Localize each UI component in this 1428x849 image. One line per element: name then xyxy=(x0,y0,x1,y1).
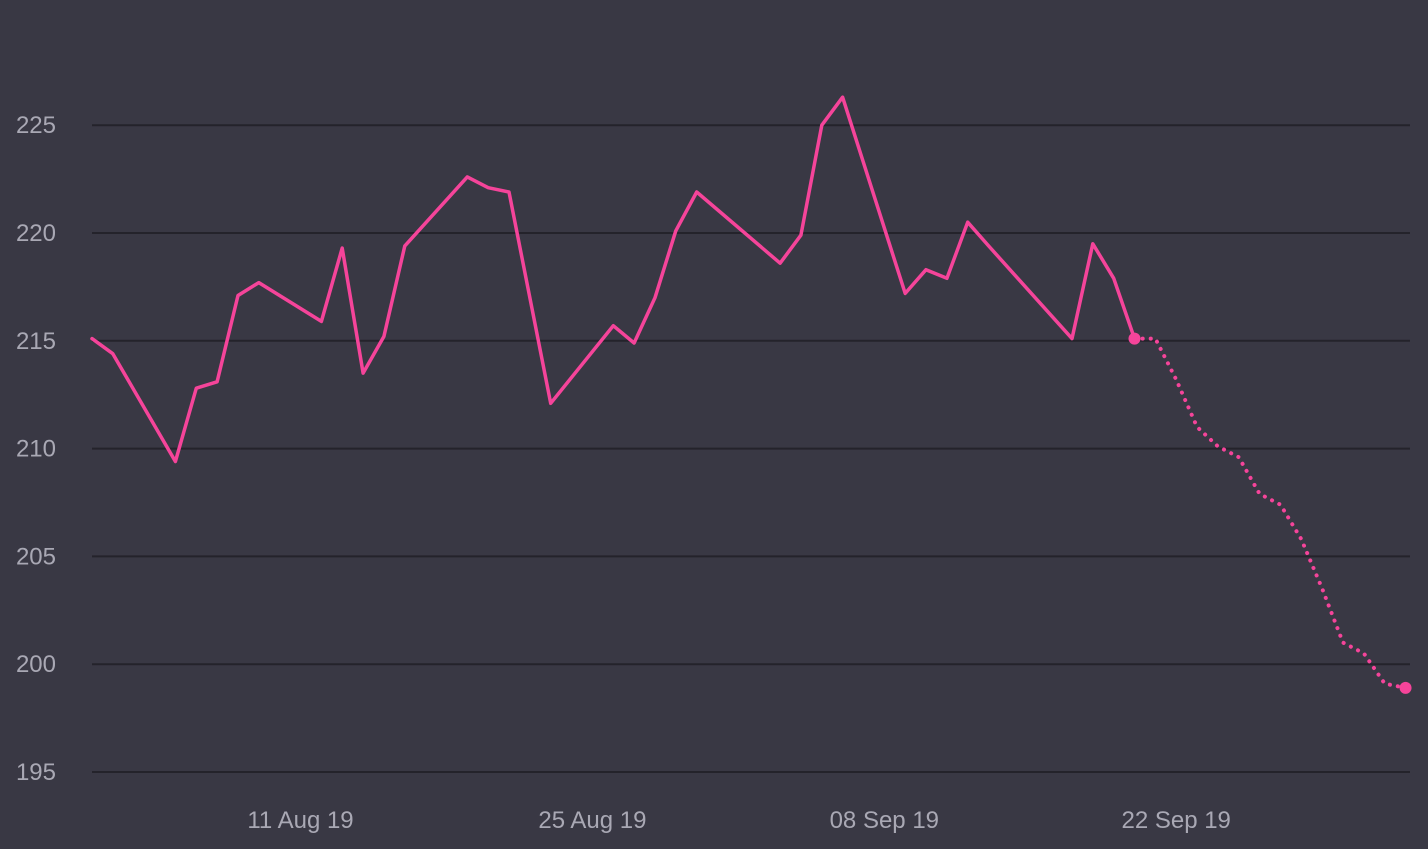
y-tick-label: 225 xyxy=(16,112,56,139)
data-point-marker xyxy=(1128,332,1141,345)
x-tick-label: 11 Aug 19 xyxy=(247,807,353,834)
x-tick-label: 08 Sep 19 xyxy=(830,807,939,834)
y-tick-label: 210 xyxy=(16,436,56,463)
series-lines xyxy=(90,95,1408,690)
history-line xyxy=(90,95,1137,464)
series-markers xyxy=(1128,332,1412,694)
y-tick-label: 220 xyxy=(16,220,56,247)
y-axis-ticks: 195 200 205 210 215 220 225 xyxy=(16,112,56,786)
data-point-marker xyxy=(1399,681,1412,694)
y-tick-label: 195 xyxy=(16,759,56,786)
y-tick-label: 215 xyxy=(16,328,56,355)
x-tick-label: 25 Aug 19 xyxy=(538,807,646,834)
y-tick-label: 205 xyxy=(16,543,56,570)
grid-lines xyxy=(92,124,1410,773)
x-axis-ticks: 11 Aug 19 25 Aug 19 08 Sep 19 22 Sep 19 xyxy=(247,807,1231,834)
y-tick-label: 200 xyxy=(16,651,56,678)
forecast-line xyxy=(1132,336,1408,690)
x-tick-label: 22 Sep 19 xyxy=(1121,807,1230,834)
